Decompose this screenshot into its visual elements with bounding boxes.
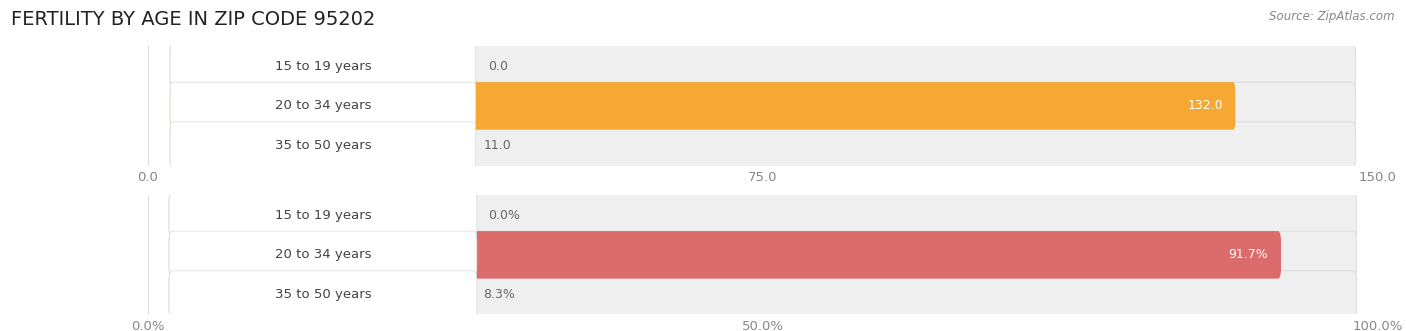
Text: 8.3%: 8.3% xyxy=(484,288,516,301)
FancyBboxPatch shape xyxy=(170,122,1355,169)
FancyBboxPatch shape xyxy=(170,42,475,90)
Text: 132.0: 132.0 xyxy=(1188,99,1223,113)
Text: 35 to 50 years: 35 to 50 years xyxy=(274,139,371,152)
Text: 15 to 19 years: 15 to 19 years xyxy=(274,209,371,222)
FancyBboxPatch shape xyxy=(169,191,218,239)
FancyBboxPatch shape xyxy=(170,42,1355,90)
FancyBboxPatch shape xyxy=(170,82,1236,130)
FancyBboxPatch shape xyxy=(169,191,1357,239)
FancyBboxPatch shape xyxy=(169,231,477,279)
Text: 15 to 19 years: 15 to 19 years xyxy=(274,60,371,73)
Text: 20 to 34 years: 20 to 34 years xyxy=(274,99,371,113)
FancyBboxPatch shape xyxy=(170,82,475,130)
Text: 11.0: 11.0 xyxy=(484,139,512,152)
FancyBboxPatch shape xyxy=(169,191,477,239)
FancyBboxPatch shape xyxy=(169,231,1281,279)
FancyBboxPatch shape xyxy=(169,271,276,318)
FancyBboxPatch shape xyxy=(170,122,263,169)
FancyBboxPatch shape xyxy=(169,271,1357,318)
Text: FERTILITY BY AGE IN ZIP CODE 95202: FERTILITY BY AGE IN ZIP CODE 95202 xyxy=(11,10,375,29)
Text: 0.0%: 0.0% xyxy=(488,209,520,222)
FancyBboxPatch shape xyxy=(170,42,218,90)
FancyBboxPatch shape xyxy=(169,231,1357,279)
Text: 35 to 50 years: 35 to 50 years xyxy=(274,288,371,301)
FancyBboxPatch shape xyxy=(170,82,1355,130)
Text: 91.7%: 91.7% xyxy=(1229,248,1268,261)
Text: 0.0: 0.0 xyxy=(488,60,509,73)
FancyBboxPatch shape xyxy=(170,122,475,169)
Text: 20 to 34 years: 20 to 34 years xyxy=(274,248,371,261)
Text: Source: ZipAtlas.com: Source: ZipAtlas.com xyxy=(1270,10,1395,23)
FancyBboxPatch shape xyxy=(169,271,477,318)
